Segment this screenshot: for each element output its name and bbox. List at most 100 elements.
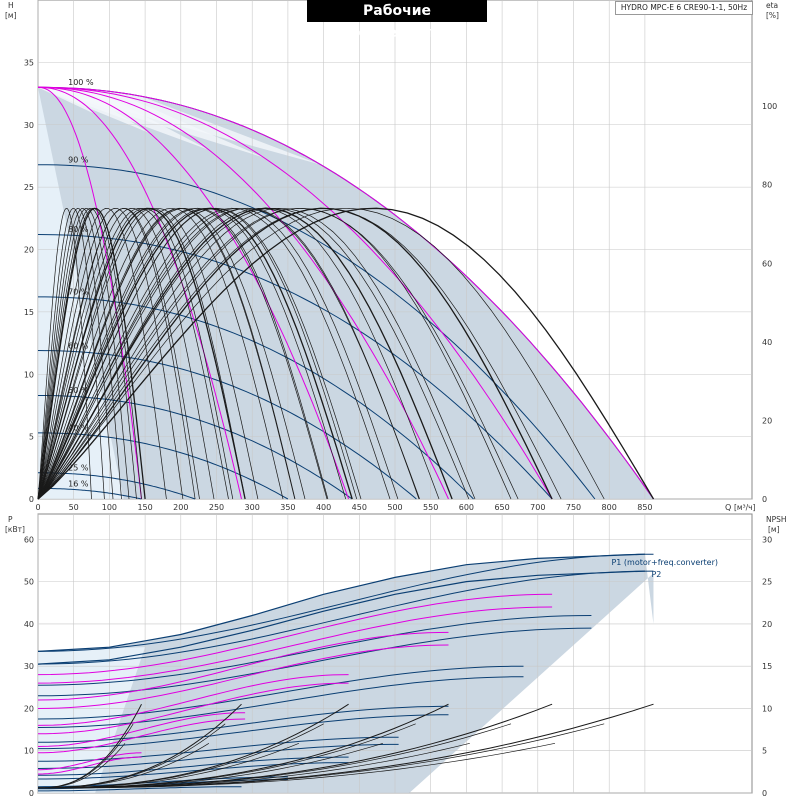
head-curve — [38, 296, 474, 500]
series-label-p1: P1 (motor+freq.converter) — [611, 558, 718, 567]
power-curve — [37, 676, 524, 728]
power-curve-magenta — [37, 631, 449, 701]
npsh-tick-label: 30 — [762, 535, 772, 544]
x-tick-label: 350 — [280, 503, 295, 512]
x-tick-label: 500 — [387, 503, 402, 512]
y2-tick-label: 20 — [762, 416, 772, 425]
p-tick-label: 20 — [24, 704, 34, 713]
x-tick-label: 400 — [316, 503, 331, 512]
efficiency-curve — [37, 207, 296, 500]
power-curve-magenta — [37, 712, 246, 747]
npsh-tick-label: 15 — [762, 662, 772, 671]
speed-label: 40 % — [68, 424, 89, 433]
x-tick-label: 100 — [102, 503, 117, 512]
npsh-tick-label: 20 — [762, 620, 772, 629]
efficiency-curve — [37, 207, 470, 500]
x-tick-label: 600 — [459, 503, 474, 512]
power-curve — [37, 665, 524, 720]
npsh-axis-label: NPSH — [766, 515, 787, 524]
series-label-p2: P2 — [651, 570, 661, 579]
p-tick-label: 40 — [24, 620, 34, 629]
y-tick-label: 20 — [24, 246, 34, 255]
series-line — [37, 553, 645, 652]
y-tick-label: 5 — [29, 433, 34, 442]
series-line — [37, 570, 645, 665]
power-curve — [37, 627, 592, 697]
head-curve — [38, 395, 353, 500]
y-tick-label: 15 — [24, 308, 34, 317]
x-tick-label: 250 — [209, 503, 224, 512]
y2-tick-label: 60 — [762, 259, 772, 268]
pump-count-head-curve — [37, 86, 350, 500]
pump-count-head-curve — [37, 86, 654, 500]
speed-label: 90 % — [68, 155, 89, 164]
power-curve — [37, 705, 449, 743]
power-curve — [38, 762, 349, 780]
power-curve — [38, 786, 242, 792]
y-axis-label: H — [8, 1, 14, 10]
speed-label: 25 % — [68, 464, 89, 473]
head-curve — [38, 487, 142, 500]
x-tick-label: 0 — [35, 503, 40, 512]
power-curve-magenta — [38, 756, 142, 775]
efficiency-curve — [37, 207, 562, 500]
efficiency-curve — [37, 208, 229, 500]
y-tick-label: 25 — [24, 183, 34, 192]
y-axis-unit: [м] — [5, 11, 17, 20]
p-tick-label: 60 — [24, 535, 34, 544]
efficiency-curve — [37, 207, 146, 500]
x-axis-label: Q — [725, 503, 731, 512]
x-tick-label: 50 — [69, 503, 79, 512]
efficiency-curve — [37, 208, 137, 500]
x-tick-label: 200 — [173, 503, 188, 512]
p-tick-label: 10 — [24, 747, 34, 756]
x-tick-label: 800 — [602, 503, 617, 512]
efficiency-curve — [37, 207, 519, 500]
power-envelope-light — [38, 647, 146, 793]
speed-label: 16 % — [68, 479, 89, 488]
npsh-tick-label: 10 — [762, 704, 772, 713]
pump-count-head-curve — [37, 86, 553, 500]
y2-axis-label: eta — [766, 1, 778, 10]
y2-tick-label: 100 — [762, 102, 777, 111]
efficiency-curve — [37, 207, 284, 500]
x-tick-label: 850 — [637, 503, 652, 512]
npsh-tick-label: 0 — [762, 789, 767, 798]
efficiency-curve — [37, 207, 512, 500]
pump-model-label: HYDRO MPC-E 6 CRE90-1-1, 50Hz — [615, 1, 753, 15]
npsh-tick-label: 25 — [762, 578, 772, 587]
power-curve-magenta — [37, 593, 553, 676]
power-curve — [38, 756, 349, 776]
power-curve — [37, 615, 592, 686]
head-curve — [38, 432, 289, 500]
power-curve — [37, 553, 654, 652]
efficiency-curve — [37, 207, 234, 500]
p-axis-unit: [кВт] — [5, 525, 25, 534]
speed-label: 50 % — [68, 386, 89, 395]
efficiency-curve — [37, 207, 358, 500]
power-envelope — [38, 554, 654, 793]
x-tick-label: 450 — [352, 503, 367, 512]
efficiency-curve — [37, 208, 215, 500]
efficiency-curve — [37, 207, 347, 500]
envelope-wedge — [38, 87, 95, 114]
npsh-axis-unit: [м] — [768, 525, 780, 534]
speed-label: 70 % — [68, 288, 89, 297]
power-curve-magenta — [37, 752, 142, 771]
p-tick-label: 50 — [24, 578, 34, 587]
x-tick-label: 300 — [245, 503, 260, 512]
head-curve — [37, 350, 417, 500]
power-curve-magenta — [37, 682, 349, 735]
power-curve — [38, 714, 449, 750]
y2-tick-label: 0 — [762, 495, 767, 504]
operating-envelope — [38, 87, 654, 500]
efficiency-curve — [37, 207, 440, 500]
efficiency-curve — [37, 207, 420, 500]
y2-tick-label: 80 — [762, 181, 772, 190]
y2-tick-label: 40 — [762, 338, 772, 347]
x-tick-label: 650 — [494, 503, 509, 512]
efficiency-curve — [37, 208, 130, 500]
y2-axis-unit: [%] — [766, 11, 779, 20]
